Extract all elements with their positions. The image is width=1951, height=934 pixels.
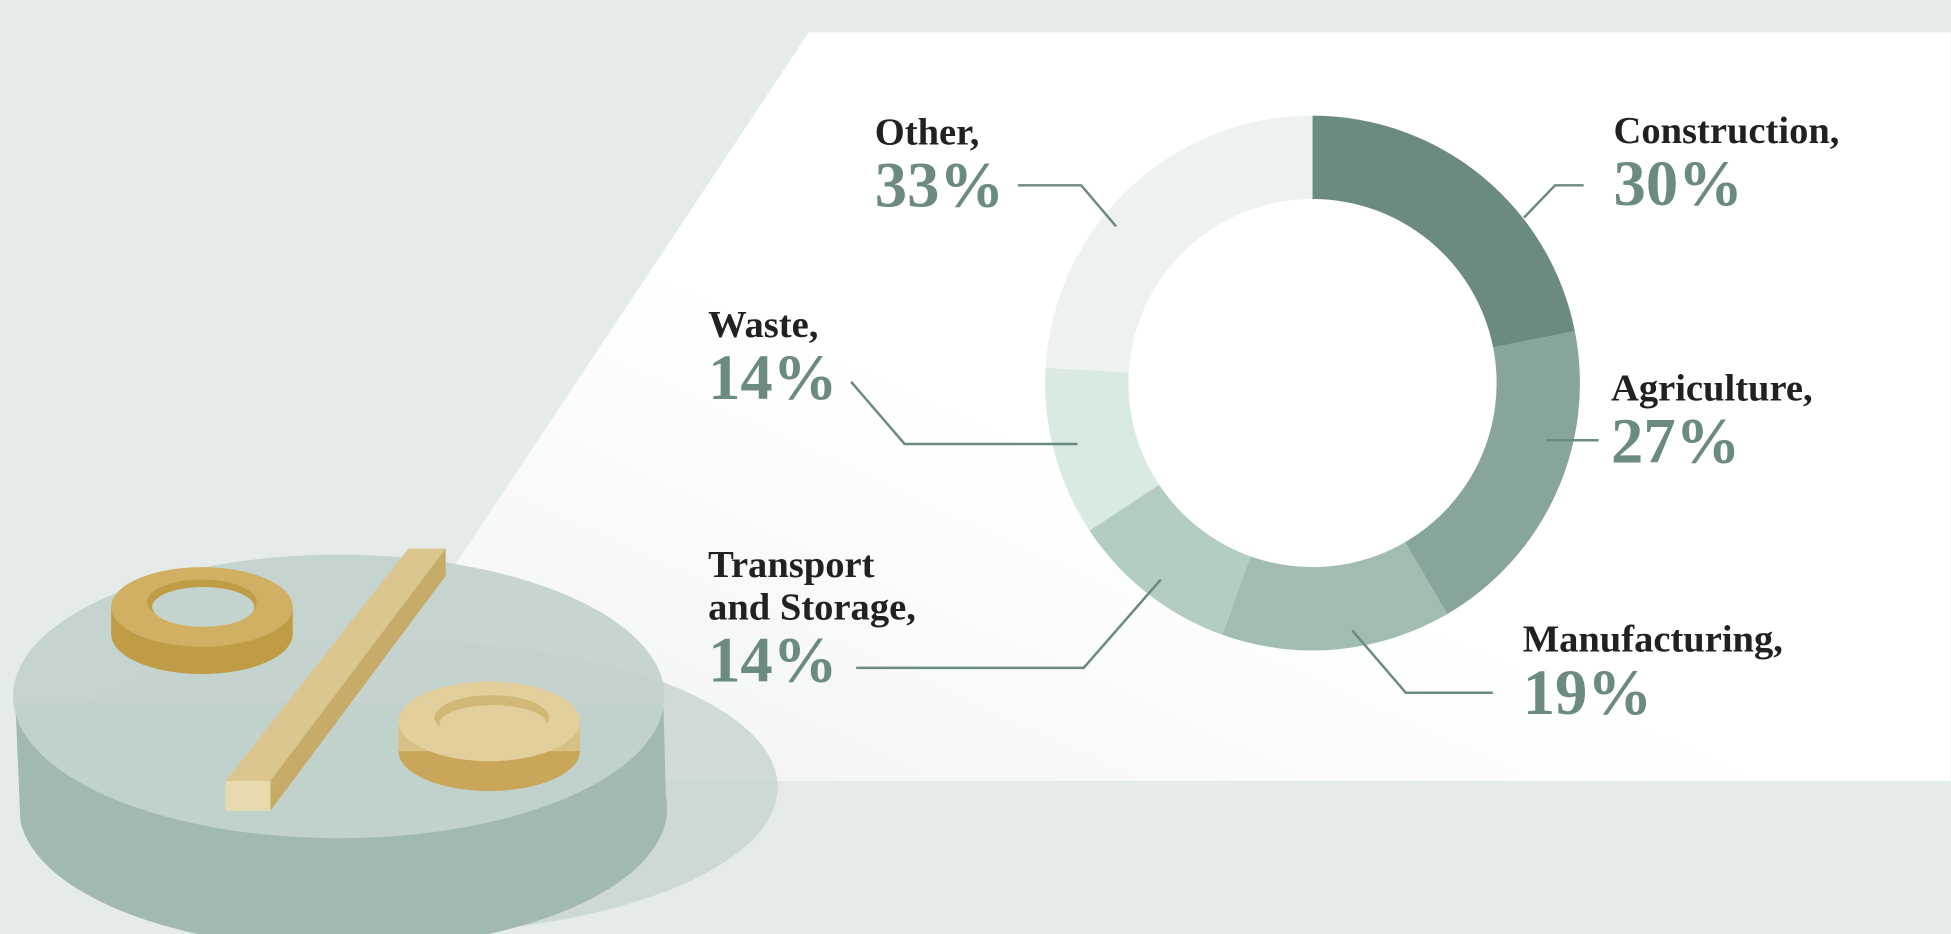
panel xyxy=(311,32,1951,782)
value-label: 19% xyxy=(1523,656,1652,728)
leader-line xyxy=(1017,184,1117,228)
value-label: 33% xyxy=(875,148,1004,220)
category-label: Other, xyxy=(875,111,980,153)
category-label: Agriculture, xyxy=(1611,367,1813,409)
value-label: 14% xyxy=(708,624,837,696)
decoration xyxy=(12,548,778,934)
donut-slice xyxy=(1405,331,1580,615)
category-label: Construction, xyxy=(1614,110,1840,152)
label-line: and Storage, xyxy=(708,586,916,628)
donut-slice xyxy=(1045,115,1313,373)
value-label: 30% xyxy=(1614,147,1743,219)
donut-slice xyxy=(1222,542,1448,651)
leader-line xyxy=(1351,629,1493,694)
leader-line xyxy=(856,578,1162,670)
category-label: Transport and Storage, xyxy=(708,544,916,628)
value-label: 27% xyxy=(1611,405,1740,477)
donut-slice xyxy=(1089,484,1251,635)
value-label: 14% xyxy=(708,341,837,413)
label-line: Transport xyxy=(708,544,874,586)
leader-line xyxy=(1523,184,1584,219)
category-label: Waste, xyxy=(708,304,818,346)
donut-slice xyxy=(1312,115,1575,348)
donut-slice xyxy=(1045,367,1160,531)
category-label: Manufacturing, xyxy=(1523,619,1783,661)
leader-line xyxy=(850,380,1078,446)
